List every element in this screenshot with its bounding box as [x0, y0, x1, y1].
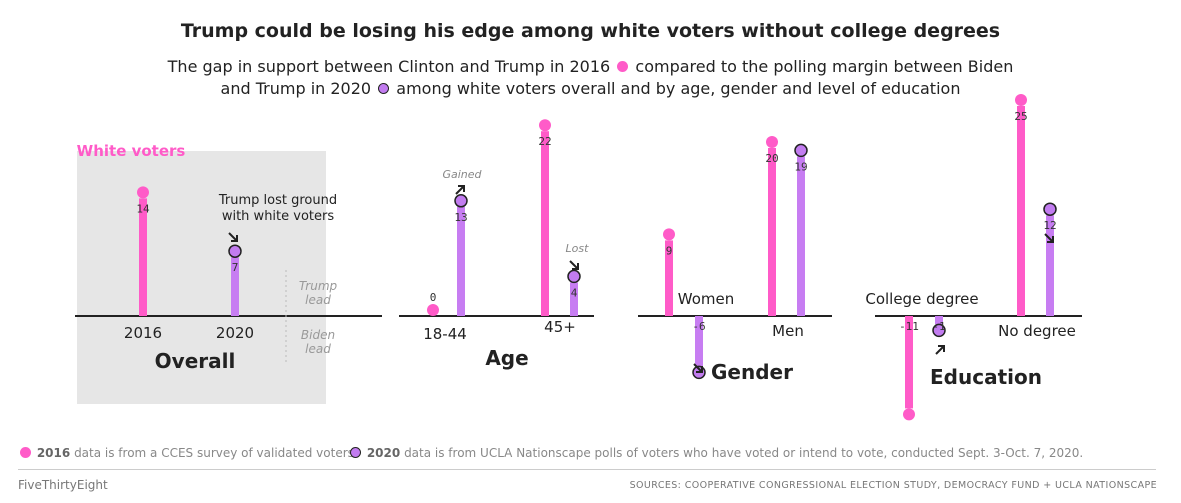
age-down-arrow-icon	[569, 260, 579, 270]
overall-annotation-line2: with white voters	[222, 209, 335, 224]
age-gained-label: Gained	[442, 168, 482, 181]
chart-title: Trump could be losing his edge among whi…	[180, 20, 1001, 42]
gender-2016-Women-value-label: 9	[666, 244, 673, 257]
gender-down-arrow-icon-path	[693, 363, 703, 373]
gender-category-Men: Men	[772, 322, 804, 340]
education-down-arrow-icon	[1044, 233, 1054, 243]
education-2016-0-value-label: -11	[899, 320, 919, 333]
gender-2020-Men-value-label: 19	[794, 160, 807, 173]
gender-panel-title: Gender	[711, 360, 793, 384]
overall-category-2020: 2020	[216, 324, 254, 342]
education-up-arrow-icon-path	[935, 345, 945, 355]
age-2016-18-44-value-label: 0	[430, 291, 437, 304]
sources-credit: SOURCES: COOPERATIVE CONGRESSIONAL ELECT…	[629, 480, 1157, 491]
education-2020-1-bar	[1046, 215, 1054, 316]
age-2020-18-44-dot	[454, 194, 468, 208]
age-down-arrow-icon-path	[569, 260, 579, 270]
gender-2020-Men-dot	[794, 143, 808, 158]
age-panel-title: Age	[485, 346, 528, 370]
subtitle-line-1-start: The gap in support between Clinton and T…	[167, 57, 611, 76]
age-2020-45+-bar	[570, 282, 578, 316]
gender-category-Women: Women	[678, 290, 734, 308]
education-2020-1-dot	[1043, 202, 1057, 216]
pink-dot-icon	[20, 447, 31, 458]
chart-area: White voters 2016 2020 14 7 Trump lost ground…	[75, 94, 1082, 421]
overall-highlight-box	[77, 151, 326, 404]
overall-2020-value-label: 7	[232, 261, 239, 274]
subtitle-line-1-end: compared to the polling margin between B…	[635, 57, 1014, 76]
footnote-2020: 2020 data is from UCLA Nationscape polls…	[348, 446, 1083, 460]
overall-2016-value-label: 14	[136, 202, 150, 215]
trump-lead-label-1: Trump	[299, 279, 338, 293]
education-category-college: College degree	[865, 290, 978, 308]
pink-dot-icon	[617, 61, 629, 72]
age-category-45+: 45+	[544, 318, 576, 336]
overall-down-arrow-icon	[228, 232, 238, 242]
footer-divider	[18, 469, 1156, 470]
overall-2020-dot	[228, 244, 242, 258]
overall-2016-dot	[137, 186, 149, 199]
footnote-2020-text: data is from UCLA Nationscape polls of v…	[404, 446, 1084, 460]
brand-label: FiveThirtyEight	[18, 478, 108, 492]
gender-2016-Women-dot	[663, 228, 675, 241]
age-2020-45+-dot	[567, 269, 581, 284]
age-2020-18-44-bar	[457, 206, 465, 316]
age-up-arrow-icon	[455, 185, 465, 195]
education-2020-0-dot	[932, 323, 946, 338]
education-2016-0-dot	[903, 408, 915, 421]
gender-2016-Men-value-label: 20	[765, 152, 778, 165]
gender-2016-Men-bar	[768, 148, 776, 316]
age-2020-18-44-value-label: 13	[454, 211, 467, 224]
education-category-no-degree: No degree	[998, 322, 1076, 340]
highlight-label: White voters	[77, 142, 186, 160]
purple-dot-icon	[350, 447, 361, 458]
gender-2016-Women-bar	[665, 240, 673, 316]
biden-lead-label-1: Biden	[301, 328, 335, 342]
age-2016-45+-value-label: 22	[538, 135, 551, 148]
gender-2020-Women-bar	[695, 316, 703, 367]
education-2016-1-dot	[1015, 94, 1027, 106]
education-2020-1-value-label: 12	[1043, 219, 1056, 232]
gender-2020-Women-value-label: -6	[692, 320, 705, 333]
overall-annotation-line1: Trump lost ground	[218, 193, 337, 208]
footnote-2016-text: data is from a CCES survey of validated …	[74, 446, 358, 460]
overall-2020-bar	[231, 257, 239, 316]
age-category-18-44: 18-44	[423, 325, 467, 343]
subtitle-line-2-end: among white voters overall and by age, g…	[396, 79, 961, 98]
age-lost-label: Lost	[566, 242, 590, 255]
education-down-arrow-icon-path	[1044, 233, 1054, 243]
gender-2016-Men-dot	[766, 136, 778, 148]
trump-lead-label-2: lead	[305, 293, 331, 307]
age-2016-18-44-dot	[427, 304, 439, 316]
age-2020-45+-value-label: 4	[571, 286, 578, 299]
footnote-2016: 2016 data is from a CCES survey of valid…	[18, 446, 358, 460]
overall-down-arrow-icon-path	[228, 232, 238, 242]
education-up-arrow-icon	[935, 345, 945, 355]
overall-panel-title: Overall	[155, 349, 236, 373]
education-2020-0-value-label: -1	[932, 320, 945, 333]
subtitle-line-2-start: and Trump in 2020	[220, 79, 372, 98]
age-up-arrow-icon-path	[455, 185, 465, 195]
education-2020-0-bar	[935, 316, 943, 325]
education-2016-0-bar	[905, 316, 913, 409]
biden-lead-label-2: lead	[305, 342, 331, 356]
gender-down-arrow-icon	[693, 363, 703, 373]
education-panel-title: Education	[930, 365, 1042, 389]
subtitle-line-2: and Trump in 2020 among white voters ove…	[0, 79, 1181, 98]
overall-category-2016: 2016	[124, 324, 162, 342]
overall-2016-bar	[139, 198, 147, 316]
age-2016-45+-bar	[541, 131, 549, 316]
purple-dot-icon	[378, 83, 390, 94]
footnote-2020-year: 2020	[366, 446, 401, 460]
gender-2020-Men-bar	[797, 156, 805, 316]
subtitle-line-1: The gap in support between Clinton and T…	[0, 57, 1181, 76]
education-2016-1-value-label: 25	[1014, 110, 1027, 123]
education-2016-1-bar	[1017, 106, 1025, 316]
age-2016-45+-dot	[539, 119, 551, 132]
footnote-2016-year: 2016	[36, 446, 71, 460]
